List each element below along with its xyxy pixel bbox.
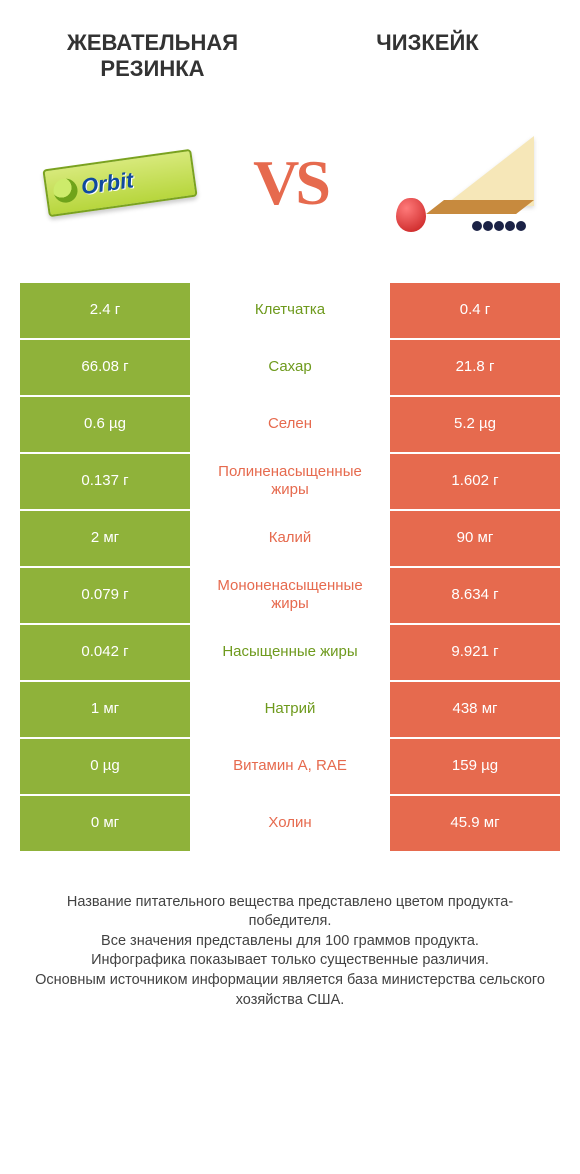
right-value: 90 мг [390,511,560,566]
cheesecake-graphic [380,128,540,238]
nutrient-label: Сахар [190,340,390,395]
nutrient-label: Клетчатка [190,283,390,338]
product-left-image [30,118,210,248]
footer-line-2: Все значения представлены для 100 граммо… [30,932,550,952]
table-row: 0.079 гМононенасыщенные жиры8.634 г [20,568,560,625]
table-row: 0.137 гПолиненасыщенные жиры1.602 г [20,454,560,511]
left-value: 1 мг [20,682,190,737]
vs-label: VS [253,146,327,220]
nutrient-label: Витамин A, RAE [190,739,390,794]
right-value: 21.8 г [390,340,560,395]
table-row: 66.08 гСахар21.8 г [20,340,560,397]
right-value: 1.602 г [390,454,560,509]
gum-pack-graphic [42,149,197,217]
footer-line-3: Инфографика показывает только существенн… [30,951,550,971]
nutrient-label: Калий [190,511,390,566]
right-value: 8.634 г [390,568,560,623]
right-value: 438 мг [390,682,560,737]
table-row: 0.6 µgСелен5.2 µg [20,397,560,454]
product-right-title: ЧИЗКЕЙК [315,30,540,83]
left-value: 0.6 µg [20,397,190,452]
table-row: 2 мгКалий90 мг [20,511,560,568]
left-value: 2.4 г [20,283,190,338]
right-value: 159 µg [390,739,560,794]
product-left-title: ЖЕВАТЕЛЬНАЯ РЕЗИНКА [40,30,265,83]
comparison-header: ЖЕВАТЕЛЬНАЯ РЕЗИНКА ЧИЗКЕЙК [0,0,580,93]
product-right-image [370,118,550,248]
left-value: 0 µg [20,739,190,794]
footer-notes: Название питательного вещества представл… [0,853,580,1010]
table-row: 0 µgВитамин A, RAE159 µg [20,739,560,796]
right-value: 0.4 г [390,283,560,338]
nutrient-label: Холин [190,796,390,851]
table-row: 0.042 гНасыщенные жиры9.921 г [20,625,560,682]
left-value: 0.079 г [20,568,190,623]
table-row: 1 мгНатрий438 мг [20,682,560,739]
left-value: 0 мг [20,796,190,851]
nutrient-label: Натрий [190,682,390,737]
left-value: 0.137 г [20,454,190,509]
footer-line-1: Название питательного вещества представл… [30,893,550,932]
table-row: 0 мгХолин45.9 мг [20,796,560,853]
product-images-row: VS [0,93,580,283]
left-value: 0.042 г [20,625,190,680]
nutrient-label: Полиненасыщенные жиры [190,454,390,509]
right-value: 5.2 µg [390,397,560,452]
nutrient-label: Мононенасыщенные жиры [190,568,390,623]
left-value: 2 мг [20,511,190,566]
table-row: 2.4 гКлетчатка0.4 г [20,283,560,340]
footer-line-4: Основным источником информации является … [30,971,550,1010]
nutrition-comparison-table: 2.4 гКлетчатка0.4 г66.08 гСахар21.8 г0.6… [20,283,560,853]
nutrient-label: Селен [190,397,390,452]
right-value: 9.921 г [390,625,560,680]
nutrient-label: Насыщенные жиры [190,625,390,680]
right-value: 45.9 мг [390,796,560,851]
left-value: 66.08 г [20,340,190,395]
